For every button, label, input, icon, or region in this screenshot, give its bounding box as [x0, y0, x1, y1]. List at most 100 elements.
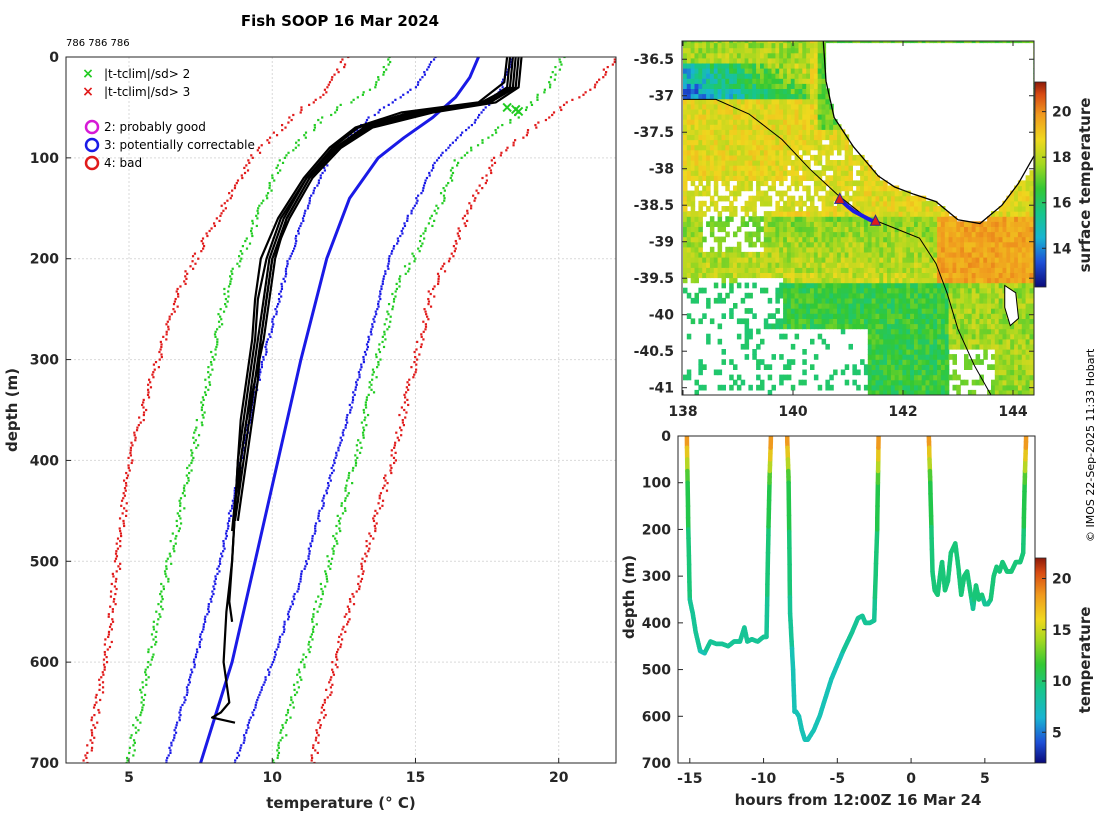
sst-pixel [783, 313, 788, 319]
sst-pixel [763, 323, 769, 330]
clim-dot [113, 585, 116, 588]
clim-dot [343, 615, 346, 618]
sst-pixel [875, 287, 880, 294]
sst-pixel [933, 297, 938, 304]
sst-pixel [686, 139, 692, 146]
sst-pixel [779, 41, 784, 44]
sst-pixel [833, 369, 838, 376]
sst-pixel [779, 119, 784, 125]
sst-pixel [910, 354, 915, 360]
sst-pixel [779, 52, 784, 59]
clim-dot [338, 522, 341, 525]
clim-dot [292, 706, 295, 709]
clim-dot [371, 378, 374, 381]
clim-dot [421, 242, 424, 245]
sst-pixel [956, 318, 961, 325]
sst-pixel [844, 272, 850, 279]
sst-pixel [867, 338, 873, 345]
sst-pixel [821, 246, 827, 253]
sst-pixel [813, 73, 819, 79]
sst-pixel [779, 78, 784, 84]
sst-pixel [748, 108, 753, 115]
sst-pixel [740, 103, 746, 110]
sst-pixel [733, 206, 738, 212]
clim-dot [90, 731, 94, 734]
sst-pixel [821, 185, 827, 192]
sst-pixel [690, 154, 696, 161]
clim-dot [386, 482, 389, 485]
sst-pixel [702, 88, 707, 95]
sst-pixel [733, 42, 738, 49]
sst-pixel [937, 297, 942, 304]
clim-dot [268, 184, 271, 187]
clim-dot [602, 68, 605, 71]
sst-pixel [683, 144, 688, 151]
sst-pixel [960, 313, 965, 319]
sst-pixel [929, 349, 934, 355]
sst-pixel [813, 78, 819, 84]
clim-dot [336, 68, 339, 71]
sst-pixel [783, 175, 788, 181]
sst-pixel [763, 88, 769, 95]
sst-pixel [686, 160, 692, 166]
sst-pixel [709, 160, 715, 166]
clim-dot [447, 146, 450, 149]
sst-pixel [802, 170, 807, 176]
sst-pixel [775, 119, 780, 125]
sst-pixel [802, 108, 807, 115]
clim-dot [181, 703, 184, 707]
sst-pixel [879, 308, 884, 314]
x-tick-label: 5 [124, 770, 134, 786]
sst-pixel [921, 318, 927, 325]
sst-pixel [914, 328, 919, 335]
sst-pixel [929, 262, 934, 268]
clim-dot [160, 590, 163, 593]
clim-dot [155, 630, 158, 633]
sst-pixel [810, 195, 815, 202]
clim-dot [277, 643, 280, 646]
sst-pixel [752, 139, 757, 146]
clim-dot [201, 237, 205, 240]
sst-pixel [883, 257, 888, 263]
sst-pixel [883, 374, 888, 381]
sst-pixel [771, 139, 776, 146]
clim-dot [271, 174, 274, 177]
sst-pixel [713, 160, 719, 166]
sst-pixel [794, 297, 800, 304]
sst-pixel [794, 108, 800, 115]
sst-pixel [863, 257, 869, 263]
sst-pixel [825, 297, 830, 304]
sst-pixel [906, 241, 911, 248]
sst-pixel [917, 200, 923, 207]
clim-dot [321, 590, 324, 593]
clim-dot [229, 280, 232, 283]
sst-pixel [906, 343, 911, 350]
sst-pixel [883, 195, 888, 202]
sst-pixel [817, 231, 823, 238]
clim-dot [512, 141, 515, 144]
sst-pixel [875, 190, 880, 197]
sst-pixel [948, 221, 954, 227]
sst-pixel [833, 129, 838, 135]
sst-pixel [771, 267, 776, 273]
sst-pixel [763, 175, 769, 181]
clim-dot [377, 76, 380, 79]
clim-dot [107, 635, 110, 639]
sst-pixel [736, 88, 742, 95]
clim-dot [363, 350, 367, 354]
clim-dot [297, 227, 301, 230]
sst-pixel [698, 190, 703, 197]
sst-pixel [706, 185, 711, 192]
clim-dot [229, 275, 232, 278]
sst-pixel [952, 323, 957, 330]
sst-pixel [740, 251, 746, 258]
clim-dot [159, 615, 162, 618]
clim-dot [280, 285, 284, 288]
clim-dot [331, 76, 334, 79]
sst-pixel [829, 190, 834, 197]
sst-pixel [944, 211, 950, 217]
sst-pixel [802, 231, 807, 238]
sst-pixel [844, 195, 850, 202]
clim-dot [405, 386, 408, 389]
sst-pixel [798, 277, 803, 284]
